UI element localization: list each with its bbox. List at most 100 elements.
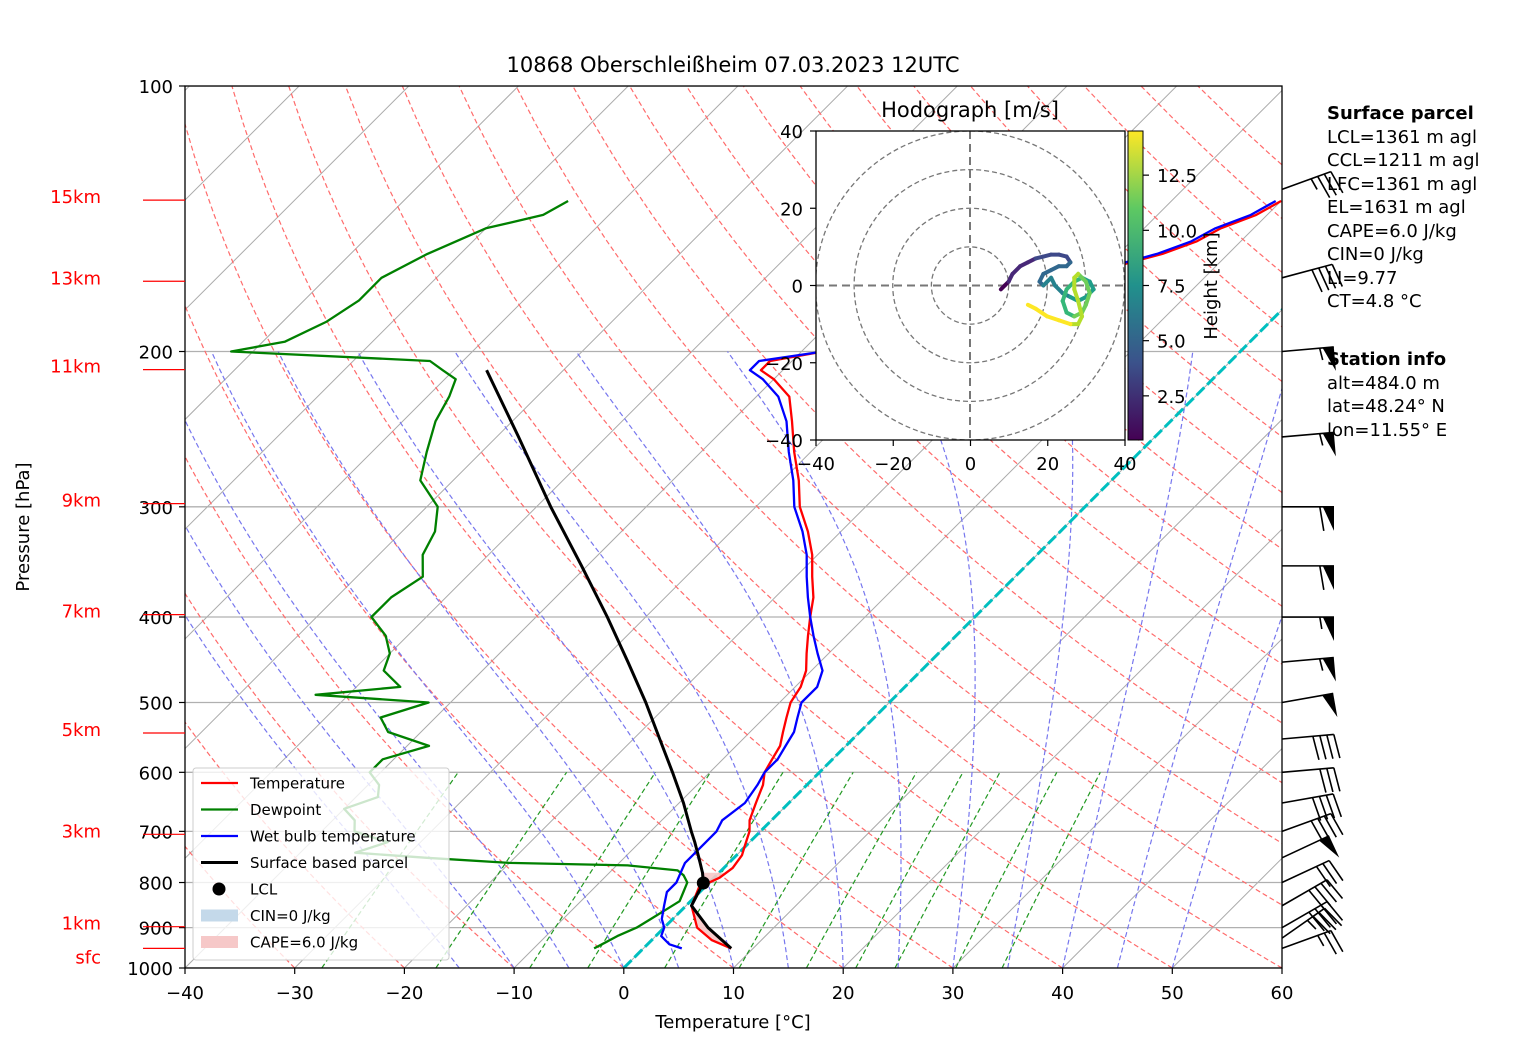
surface-parcel-heading: Surface parcel xyxy=(1327,103,1474,124)
dewpoint-line xyxy=(229,199,689,950)
moist-adiabat-line xyxy=(901,351,976,968)
height-label: 5km xyxy=(62,720,101,741)
wind-barb xyxy=(1281,767,1341,793)
barb-flag xyxy=(1312,915,1331,935)
legend-cin-label: CIN=0 J/kg xyxy=(250,907,331,925)
barb-flag xyxy=(1311,797,1322,821)
y-axis-label: Pressure [hPa] xyxy=(13,462,34,591)
barb-flag xyxy=(1314,908,1331,928)
wind-barb xyxy=(1282,616,1334,642)
moist-adiabat-line xyxy=(727,351,902,968)
legend-lcl-swatch xyxy=(212,882,226,896)
x-tick-label: −20 xyxy=(385,983,423,1004)
x-tick-label: −40 xyxy=(166,983,204,1004)
barb-flag xyxy=(1331,264,1344,287)
barb-flag xyxy=(1318,911,1337,931)
hodograph-segment xyxy=(1083,291,1092,307)
moist-adiabat-line xyxy=(357,351,735,968)
hodograph-segment xyxy=(1045,314,1061,323)
isotherm-line xyxy=(842,528,1282,968)
parcel-line xyxy=(485,369,733,950)
barb-flag xyxy=(1326,734,1334,759)
barb-half-flag xyxy=(1310,178,1318,190)
hodograph-y-tick-label: 0 xyxy=(792,277,803,298)
barb-flag xyxy=(1332,793,1343,818)
dry-adiabat-line xyxy=(185,455,625,968)
hodograph-segment xyxy=(1072,287,1081,303)
barb-shaft xyxy=(1281,170,1332,191)
surface-parcel-line: CT=4.8 °C xyxy=(1327,291,1422,312)
mixing-ratio-line xyxy=(805,772,918,968)
hodograph-colorbar xyxy=(1127,130,1144,441)
mixing-ratio-line xyxy=(587,771,711,968)
surface-parcel-info: Surface parcel LCL=1361 m agl CCL=1211 m… xyxy=(1327,102,1480,314)
dry-adiabat-line xyxy=(185,122,844,968)
moist-adiabat-line xyxy=(1171,614,1282,968)
barb-flag xyxy=(1319,768,1327,793)
mixing-ratio-line xyxy=(955,772,1058,968)
surface-parcel-line: CCL=1211 m agl xyxy=(1327,150,1480,171)
height-label: 13km xyxy=(50,268,101,289)
barb-half-flag xyxy=(1318,433,1324,446)
barb-pennant xyxy=(1322,657,1336,682)
barb-flag xyxy=(1326,879,1344,900)
height-label: 11km xyxy=(50,357,101,378)
legend-cape-label: CAPE=6.0 J/kg xyxy=(250,934,358,952)
barb-pennant xyxy=(1322,506,1334,531)
y-tick-label: 800 xyxy=(139,874,173,895)
hodograph-y-tick-label: −20 xyxy=(765,354,803,375)
barb-flag xyxy=(1326,768,1334,793)
isotherm-line xyxy=(733,418,1282,968)
hodograph-y-tick-label: −40 xyxy=(765,431,803,452)
x-tick-label: 50 xyxy=(1161,983,1184,1004)
wind-barb xyxy=(1281,929,1344,955)
barb-flag xyxy=(1323,932,1337,955)
barb-shaft xyxy=(1281,879,1328,907)
legend-cin-swatch xyxy=(201,909,238,922)
barb-flag xyxy=(1333,767,1341,792)
barb-flag xyxy=(1311,269,1323,293)
wind-barb xyxy=(1281,346,1336,371)
barb-flag xyxy=(1328,860,1344,882)
isotherm-line xyxy=(1062,747,1282,968)
x-tick-label: 0 xyxy=(618,983,629,1004)
legend-temperature-label: Temperature xyxy=(249,775,345,793)
isotherm-line xyxy=(185,86,739,640)
wind-barb xyxy=(1281,656,1336,682)
barb-half-flag xyxy=(1318,348,1324,361)
x-tick-label: −30 xyxy=(276,983,314,1004)
x-tick-label: 40 xyxy=(1051,983,1074,1004)
barb-flag xyxy=(1310,820,1324,843)
station-info-line: alt=484.0 m xyxy=(1327,372,1440,394)
colorbar-label: Height [km] xyxy=(1201,232,1222,339)
mixing-ratio-line xyxy=(738,771,854,968)
mixing-ratio-line xyxy=(664,771,784,968)
hodograph-y-tick-label: 20 xyxy=(780,199,803,220)
hodograph-x-tick-label: −40 xyxy=(797,454,835,475)
height-label: 3km xyxy=(62,821,101,842)
barb-flag xyxy=(1330,171,1344,194)
wind-barb xyxy=(1282,565,1334,590)
freezing-level-line xyxy=(622,307,1282,968)
legend-parcel-label: Surface based parcel xyxy=(250,854,408,872)
hodograph-segment xyxy=(1056,318,1073,327)
station-info: Station info alt=484.0 m lat=48.24° N lo… xyxy=(1327,348,1447,442)
lcl-marker xyxy=(696,876,710,890)
y-tick-label: 300 xyxy=(139,498,173,519)
legend-wetbulb-label: Wet bulb temperature xyxy=(250,828,416,846)
height-label: 9km xyxy=(62,491,101,512)
hodograph-x-tick-label: 40 xyxy=(1114,454,1137,475)
hodograph-x-tick-label: 0 xyxy=(965,454,976,475)
hodograph-x-tick-label: −20 xyxy=(874,454,912,475)
wind-barb xyxy=(1281,879,1344,910)
barb-flag xyxy=(1319,565,1325,590)
barb-flag xyxy=(1320,904,1338,925)
colorbar-tick-label: 7.5 xyxy=(1157,277,1186,298)
barb-flag xyxy=(1330,813,1344,836)
height-label: 15km xyxy=(50,187,101,208)
y-tick-label: 200 xyxy=(139,343,173,364)
mixing-ratio-line xyxy=(894,772,1001,968)
wind-barb xyxy=(1281,793,1343,821)
mixing-ratio-line xyxy=(855,772,964,968)
moist-adiabat-line xyxy=(454,351,789,968)
